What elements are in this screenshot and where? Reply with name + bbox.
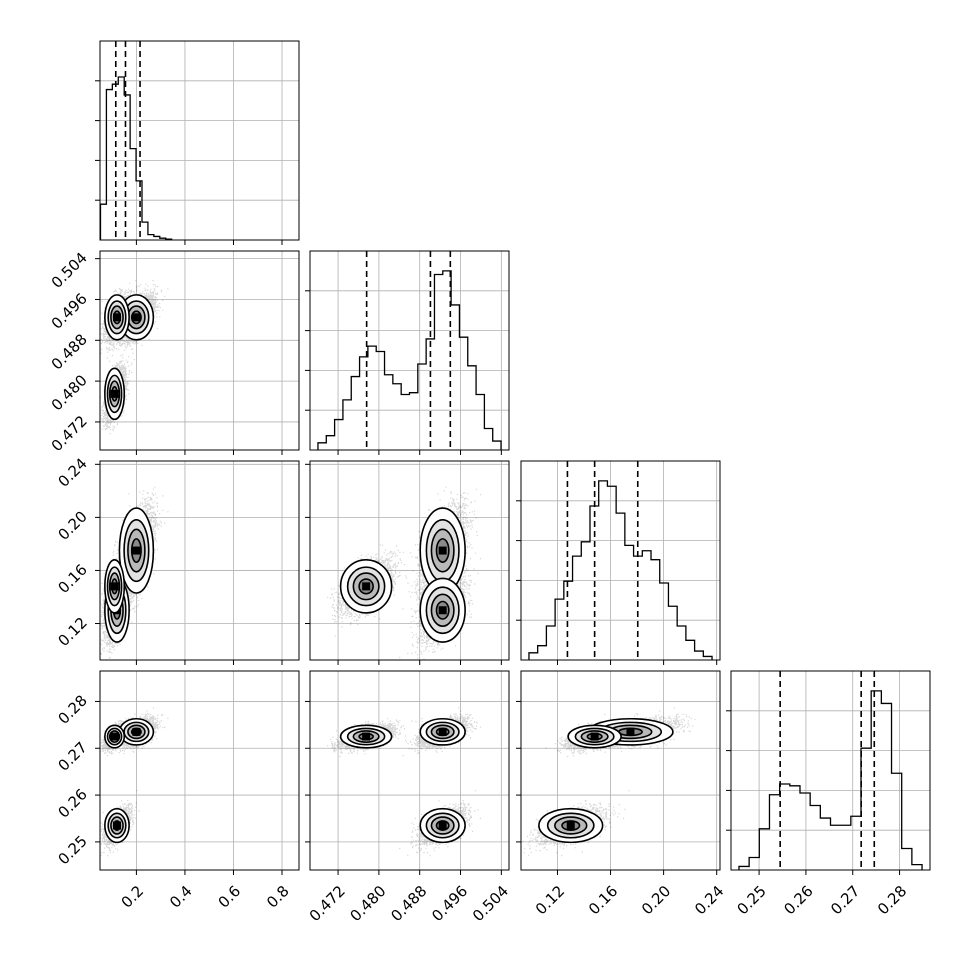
panel-content bbox=[327, 486, 482, 660]
density-peak bbox=[362, 732, 371, 741]
mode-2 bbox=[339, 559, 393, 614]
panel-3-2: 0.12 0.16 0.20 0.24 bbox=[516, 670, 727, 918]
x-tick-label: 0.28 bbox=[874, 882, 910, 918]
mode-0 bbox=[118, 507, 155, 594]
panel-content bbox=[738, 671, 923, 870]
y-tick-label: 0.472 bbox=[48, 412, 91, 455]
mode-1 bbox=[419, 577, 466, 643]
panels-layer: 0.4720.4800.4880.4960.5040.120.160.200.2… bbox=[48, 40, 931, 925]
y-tick-label: 0.488 bbox=[48, 330, 91, 373]
panel-1-1 bbox=[305, 250, 510, 455]
x-tick-label: 0.496 bbox=[428, 882, 471, 925]
density-peak bbox=[110, 582, 119, 591]
y-tick-label: 0.24 bbox=[54, 454, 90, 490]
y-tick-label: 0.26 bbox=[54, 785, 90, 821]
panel-frame bbox=[520, 670, 721, 871]
mode-1 bbox=[104, 807, 130, 844]
panel-content bbox=[528, 461, 713, 660]
density-peak bbox=[132, 727, 141, 736]
panel-3-3: 0.25 0.26 0.27 0.28 bbox=[726, 670, 931, 918]
x-tick-label: 0.16 bbox=[585, 882, 621, 918]
density-peak bbox=[132, 313, 141, 322]
mode-1 bbox=[104, 294, 130, 341]
density-peak bbox=[590, 732, 599, 741]
panel-content bbox=[317, 251, 502, 450]
mode-1 bbox=[419, 807, 466, 844]
density-peak bbox=[110, 389, 119, 398]
density-peak bbox=[132, 546, 141, 555]
histogram-2 bbox=[528, 480, 713, 660]
panel-content bbox=[100, 41, 173, 240]
x-tick-label: 0.20 bbox=[638, 882, 674, 918]
mode-2 bbox=[104, 559, 126, 614]
x-tick-label: 0.488 bbox=[387, 882, 430, 925]
panel-content bbox=[100, 280, 169, 435]
histogram-1 bbox=[317, 270, 502, 450]
x-tick-label: 0.12 bbox=[532, 882, 568, 918]
x-tick-label: 0.6 bbox=[215, 882, 245, 912]
panel-0-0 bbox=[95, 40, 300, 245]
scatter-points bbox=[521, 707, 696, 857]
panel-frame bbox=[309, 460, 510, 661]
x-tick-label: 0.472 bbox=[306, 882, 349, 925]
y-tick-label: 0.27 bbox=[54, 738, 90, 774]
y-tick-label: 0.504 bbox=[48, 249, 91, 292]
panel-3-0: 0.2 0.4 0.6 0.8 0.25 0.26 0.27 0.28 bbox=[54, 670, 300, 912]
density-peak bbox=[626, 727, 635, 736]
panel-content bbox=[521, 707, 696, 857]
y-tick-label: 0.28 bbox=[54, 692, 90, 728]
mode-2 bbox=[339, 724, 393, 749]
mode-0 bbox=[419, 717, 466, 746]
panel-content bbox=[100, 707, 169, 857]
y-tick-label: 0.496 bbox=[48, 290, 91, 333]
x-tick-label: 0.2 bbox=[118, 882, 148, 912]
y-tick-label: 0.480 bbox=[48, 371, 91, 414]
mode-0 bbox=[419, 507, 466, 594]
panel-frame bbox=[99, 250, 300, 451]
mode-2 bbox=[104, 367, 126, 421]
panel-frame bbox=[99, 460, 300, 661]
x-tick-label: 0.24 bbox=[691, 882, 727, 918]
y-tick-label: 0.20 bbox=[54, 507, 90, 543]
x-tick-label: 0.480 bbox=[347, 882, 390, 925]
density-peak bbox=[438, 606, 447, 615]
density-peak bbox=[110, 732, 119, 741]
panel-2-2 bbox=[516, 460, 721, 665]
panel-frame bbox=[520, 460, 721, 661]
density-peak bbox=[438, 727, 447, 736]
mode-1 bbox=[538, 807, 604, 844]
x-tick-label: 0.27 bbox=[827, 882, 863, 918]
panel-frame bbox=[309, 250, 510, 451]
density-peak bbox=[112, 821, 121, 830]
x-tick-label: 0.8 bbox=[263, 882, 293, 912]
panel-2-0: 0.12 0.16 0.20 0.24 bbox=[54, 454, 300, 665]
x-tick-label: 0.25 bbox=[733, 882, 769, 918]
histogram-0 bbox=[100, 76, 173, 240]
x-tick-label: 0.26 bbox=[780, 882, 816, 918]
mode-2 bbox=[104, 724, 126, 749]
mode-2 bbox=[567, 724, 622, 749]
panel-content bbox=[327, 707, 482, 857]
panel-content bbox=[100, 486, 169, 659]
panel-frame bbox=[99, 670, 300, 871]
panel-frame bbox=[309, 670, 510, 871]
histogram-3 bbox=[738, 690, 923, 870]
density-peak bbox=[438, 546, 447, 555]
y-tick-label: 0.12 bbox=[54, 614, 90, 650]
x-tick-label: 0.504 bbox=[469, 882, 512, 925]
mode-0 bbox=[118, 717, 155, 746]
x-tick-label: 0.4 bbox=[166, 882, 196, 912]
density-peak bbox=[362, 582, 371, 591]
y-tick-label: 0.16 bbox=[54, 561, 90, 597]
panel-frame bbox=[730, 670, 931, 871]
density-peak bbox=[112, 313, 121, 322]
y-tick-label: 0.25 bbox=[54, 832, 90, 868]
panel-2-1 bbox=[305, 460, 510, 665]
density-peak bbox=[566, 821, 575, 830]
panel-frame bbox=[99, 40, 300, 241]
density-peak bbox=[438, 821, 447, 830]
